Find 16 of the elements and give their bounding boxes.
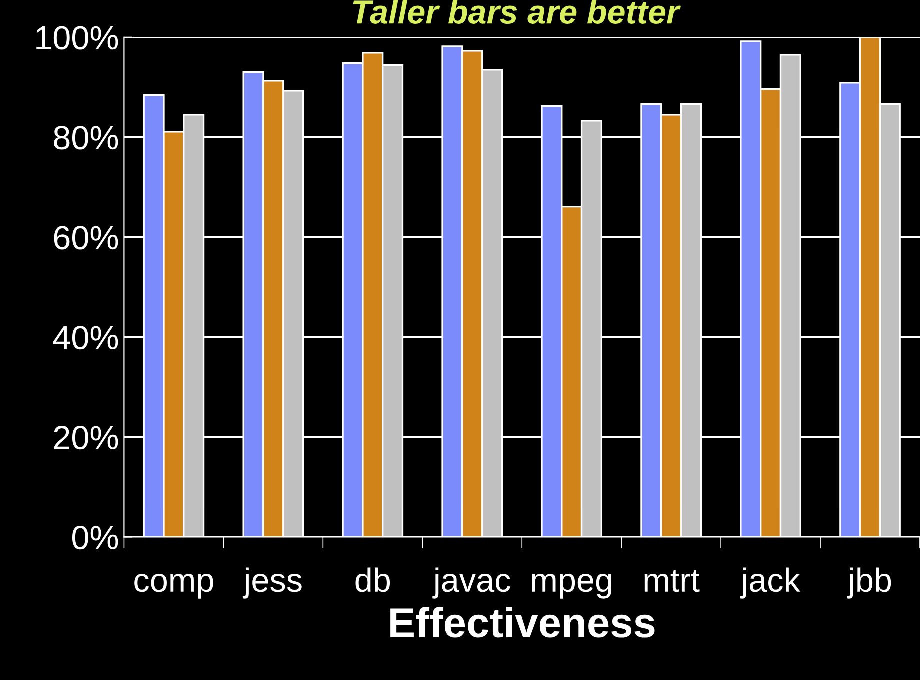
y-tick-label: 80% <box>54 126 118 150</box>
y-tick-label: 20% <box>54 426 118 450</box>
y-tick-label: 100% <box>36 26 118 50</box>
x-axis-title: Effectiveness <box>390 607 655 638</box>
y-tick-label: 60% <box>54 226 118 250</box>
chart-title: Taller bars are better <box>353 0 681 24</box>
y-tick-label: 40% <box>53 326 118 350</box>
x-tick-label: javac <box>432 568 510 599</box>
x-tick-label: mpeg <box>532 574 612 599</box>
x-tick-label: jess <box>242 568 302 599</box>
y-tick-label: 0% <box>72 526 118 550</box>
x-tick-label: comp <box>134 574 214 599</box>
x-tick-label: jack <box>740 568 800 599</box>
x-tick-label: db <box>356 568 390 592</box>
x-tick-label: mtrt <box>644 570 700 592</box>
x-tick-label: jbb <box>847 568 892 599</box>
